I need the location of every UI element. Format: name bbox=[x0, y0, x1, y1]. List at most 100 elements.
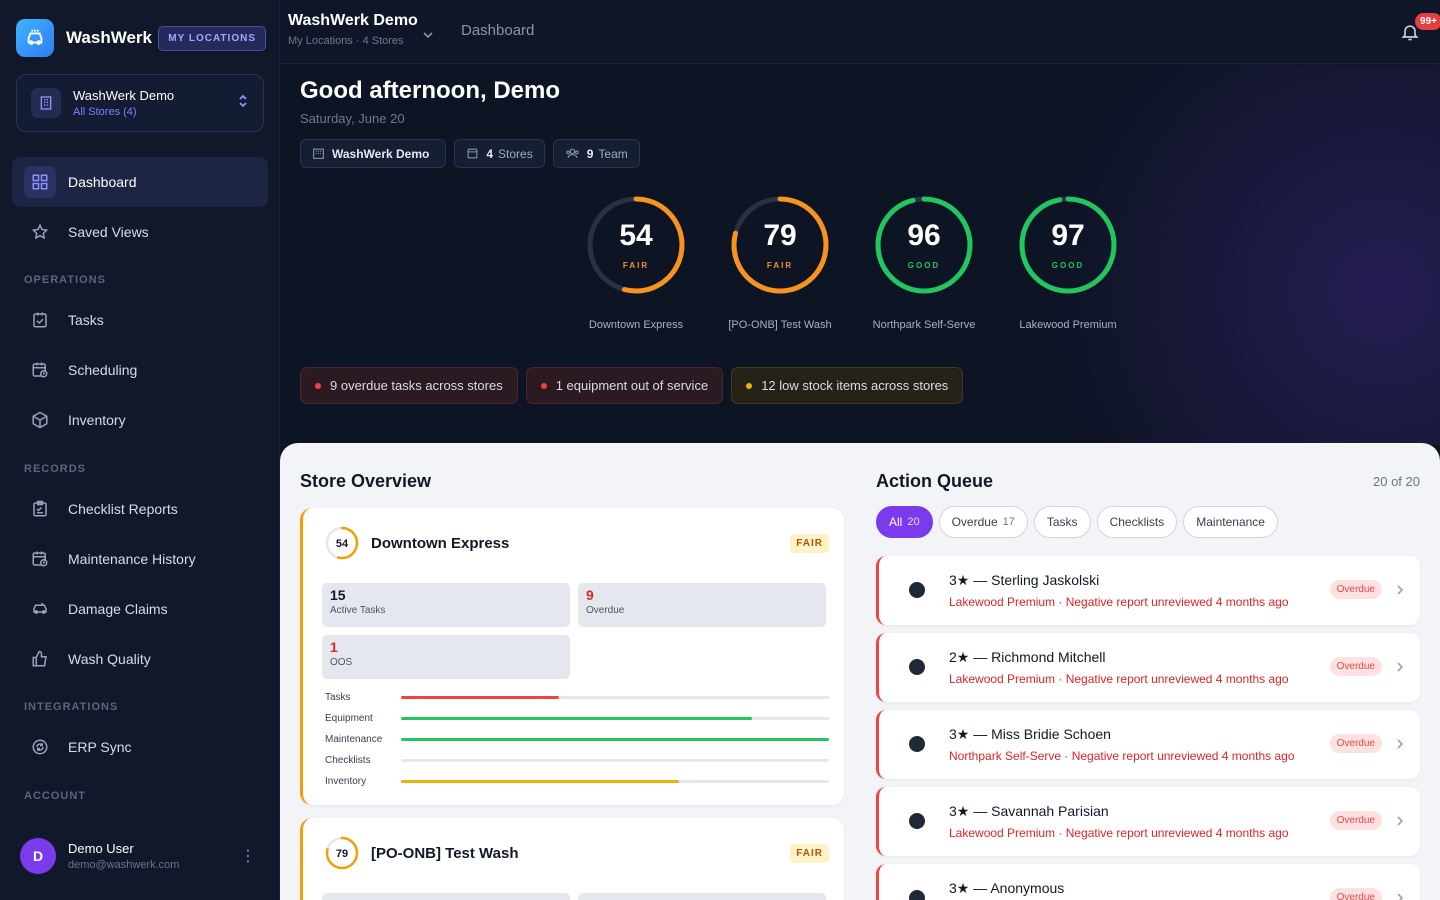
filter-all[interactable]: All 20 bbox=[876, 506, 933, 538]
main-panel: Store Overview 54 Downtown Express FAIR … bbox=[280, 443, 1440, 900]
store-gauge[interactable]: 54 FAIR Downtown Express bbox=[586, 195, 686, 331]
stat-placeholder bbox=[322, 893, 570, 900]
overdue-tasks-alert[interactable]: 9 overdue tasks across stores bbox=[300, 367, 518, 404]
alert-text: 9 overdue tasks across stores bbox=[330, 378, 503, 393]
chevron-right-icon[interactable] bbox=[1396, 814, 1404, 832]
gauge-value: 79 bbox=[763, 219, 797, 252]
greeting: Good afternoon, Demo bbox=[300, 77, 560, 104]
item-title: 3★ — Miss Bridie Schoen bbox=[949, 726, 1111, 742]
store-card[interactable]: 54 Downtown Express FAIR 15 Active Tasks… bbox=[300, 508, 844, 805]
car-wash-logo-icon[interactable] bbox=[16, 19, 54, 57]
chevron-down-icon[interactable] bbox=[422, 26, 434, 44]
clipboard-list-icon bbox=[24, 493, 56, 525]
overdue-badge: Overdue bbox=[1329, 580, 1382, 599]
filter-overdue[interactable]: Overdue 17 bbox=[938, 506, 1028, 538]
action-queue-item[interactable]: 3★ — Sterling Jaskolski Lakewood Premium… bbox=[876, 556, 1420, 625]
stores-count: 4 bbox=[486, 146, 494, 161]
store-gauge[interactable]: 79 FAIR [PO-ONB] Test Wash bbox=[728, 195, 832, 331]
dashboard-hero: Good afternoon, Demo Saturday, June 20 W… bbox=[280, 65, 1440, 445]
brand-name: WashWerk bbox=[66, 28, 152, 47]
user-profile[interactable]: D Demo User demo@washwerk.com ⋮ bbox=[20, 838, 264, 874]
overdue-badge: Overdue bbox=[1329, 657, 1382, 676]
sidebar-item-label: Checklist Reports bbox=[68, 501, 178, 517]
stat-label: OOS bbox=[330, 657, 353, 668]
health-bar-equipment: Equipment bbox=[325, 711, 829, 725]
brand: WashWerk MY LOCATIONS bbox=[16, 18, 266, 58]
filter-maintenance[interactable]: Maintenance bbox=[1183, 506, 1278, 538]
bar-fill bbox=[401, 779, 680, 783]
org-chip[interactable]: WashWerk Demo bbox=[300, 139, 447, 168]
store-card[interactable]: 79 [PO-ONB] Test Wash FAIR bbox=[300, 818, 844, 900]
store-score: 79 bbox=[336, 848, 348, 860]
action-queue-item[interactable]: 3★ — Miss Bridie Schoen Northpark Self-S… bbox=[876, 710, 1420, 779]
sidebar-item-erp-sync[interactable]: ERP Sync bbox=[12, 722, 268, 772]
action-queue-item[interactable]: 2★ — Richmond Mitchell Lakewood Premium … bbox=[876, 633, 1420, 702]
org-title[interactable]: WashWerk Demo bbox=[288, 12, 418, 29]
sidebar-item-label: Saved Views bbox=[68, 224, 149, 240]
health-bar-tasks: Tasks bbox=[325, 690, 829, 704]
gauge-store-name: Northpark Self-Serve bbox=[872, 319, 976, 331]
bar-label: Checklists bbox=[325, 754, 371, 766]
sidebar-item-maintenance-history[interactable]: Maintenance History bbox=[12, 534, 268, 584]
overdue-stat[interactable]: 9 Overdue bbox=[578, 583, 826, 627]
sidebar-item-label: Scheduling bbox=[68, 362, 138, 378]
sidebar-item-scheduling[interactable]: Scheduling bbox=[12, 345, 268, 395]
notification-badge: 99+ bbox=[1415, 13, 1440, 30]
bar-label: Equipment bbox=[325, 712, 373, 724]
org-sub: All Stores (4) bbox=[73, 106, 137, 118]
more-vertical-icon[interactable]: ⋮ bbox=[240, 848, 256, 865]
store-gauge[interactable]: 97 GOOD Lakewood Premium bbox=[1018, 195, 1118, 331]
sidebar-item-checklist-reports[interactable]: Checklist Reports bbox=[12, 484, 268, 534]
bar-fill bbox=[401, 695, 560, 699]
action-queue-item[interactable]: 3★ — Anonymous Overdue bbox=[876, 864, 1420, 900]
car-damage-icon bbox=[24, 593, 56, 625]
users-icon bbox=[565, 147, 580, 160]
gauge-label: FAIR bbox=[622, 261, 650, 270]
section-label-records: RECORDS bbox=[24, 463, 87, 475]
sidebar-item-label: Dashboard bbox=[68, 174, 137, 190]
active-tasks-stat[interactable]: 15 Active Tasks bbox=[322, 583, 570, 627]
sidebar-item-label: Damage Claims bbox=[68, 601, 168, 617]
sidebar-item-dashboard[interactable]: Dashboard bbox=[12, 157, 268, 207]
team-count: 9 bbox=[586, 146, 594, 161]
chevron-right-icon[interactable] bbox=[1396, 660, 1404, 678]
gauge-label: FAIR bbox=[766, 261, 794, 270]
alert-pills: 9 overdue tasks across stores 1 equipmen… bbox=[300, 367, 964, 404]
my-locations-button[interactable]: MY LOCATIONS bbox=[158, 25, 266, 51]
item-subtitle: Northpark Self-Serve · Negative report u… bbox=[949, 749, 1295, 763]
low-stock-alert[interactable]: 12 low stock items across stores bbox=[731, 367, 964, 404]
bell-icon[interactable] bbox=[1400, 22, 1420, 47]
alert-text: 12 low stock items across stores bbox=[761, 378, 949, 393]
store-gauge[interactable]: 96 GOOD Northpark Self-Serve bbox=[873, 195, 975, 331]
overdue-badge: Overdue bbox=[1329, 734, 1382, 753]
sidebar-item-damage-claims[interactable]: Damage Claims bbox=[12, 584, 268, 634]
item-title: 3★ — Savannah Parisian bbox=[949, 803, 1109, 819]
org-switcher[interactable]: WashWerk Demo All Stores (4) bbox=[16, 74, 264, 132]
health-bar-maintenance: Maintenance bbox=[325, 732, 829, 746]
stores-chip[interactable]: 4 Stores bbox=[454, 139, 545, 168]
filter-checklists[interactable]: Checklists bbox=[1096, 506, 1178, 538]
sidebar-item-label: ERP Sync bbox=[68, 739, 132, 755]
action-queue-filters: All 20 Overdue 17 Tasks Checklists Mainten… bbox=[876, 506, 1278, 538]
chevron-right-icon[interactable] bbox=[1396, 891, 1404, 900]
dashboard-icon bbox=[24, 166, 56, 198]
gauge-value: 96 bbox=[907, 219, 941, 252]
action-queue-item[interactable]: 3★ — Savannah Parisian Lakewood Premium … bbox=[876, 787, 1420, 856]
oos-stat[interactable]: 1 OOS bbox=[322, 635, 570, 679]
sidebar-item-saved-views[interactable]: Saved Views bbox=[12, 207, 268, 257]
chevron-updown-icon bbox=[237, 93, 249, 114]
equipment-alert[interactable]: 1 equipment out of service bbox=[525, 367, 724, 404]
team-chip[interactable]: 9 Team bbox=[552, 139, 640, 168]
sidebar-item-tasks[interactable]: Tasks bbox=[12, 295, 268, 345]
chevron-right-icon[interactable] bbox=[1396, 583, 1404, 601]
stat-label: Active Tasks bbox=[330, 605, 386, 616]
sidebar-item-wash-quality[interactable]: Wash Quality bbox=[12, 634, 268, 684]
gauge-store-name: [PO-ONB] Test Wash bbox=[728, 319, 832, 331]
filter-count: 20 bbox=[907, 516, 920, 528]
item-title: 3★ — Anonymous bbox=[949, 880, 1065, 896]
filter-tasks[interactable]: Tasks bbox=[1033, 506, 1091, 538]
stat-placeholder bbox=[578, 893, 826, 900]
status-dot-icon bbox=[909, 736, 925, 752]
sidebar-item-inventory[interactable]: Inventory bbox=[12, 395, 268, 445]
chevron-right-icon[interactable] bbox=[1396, 737, 1404, 755]
